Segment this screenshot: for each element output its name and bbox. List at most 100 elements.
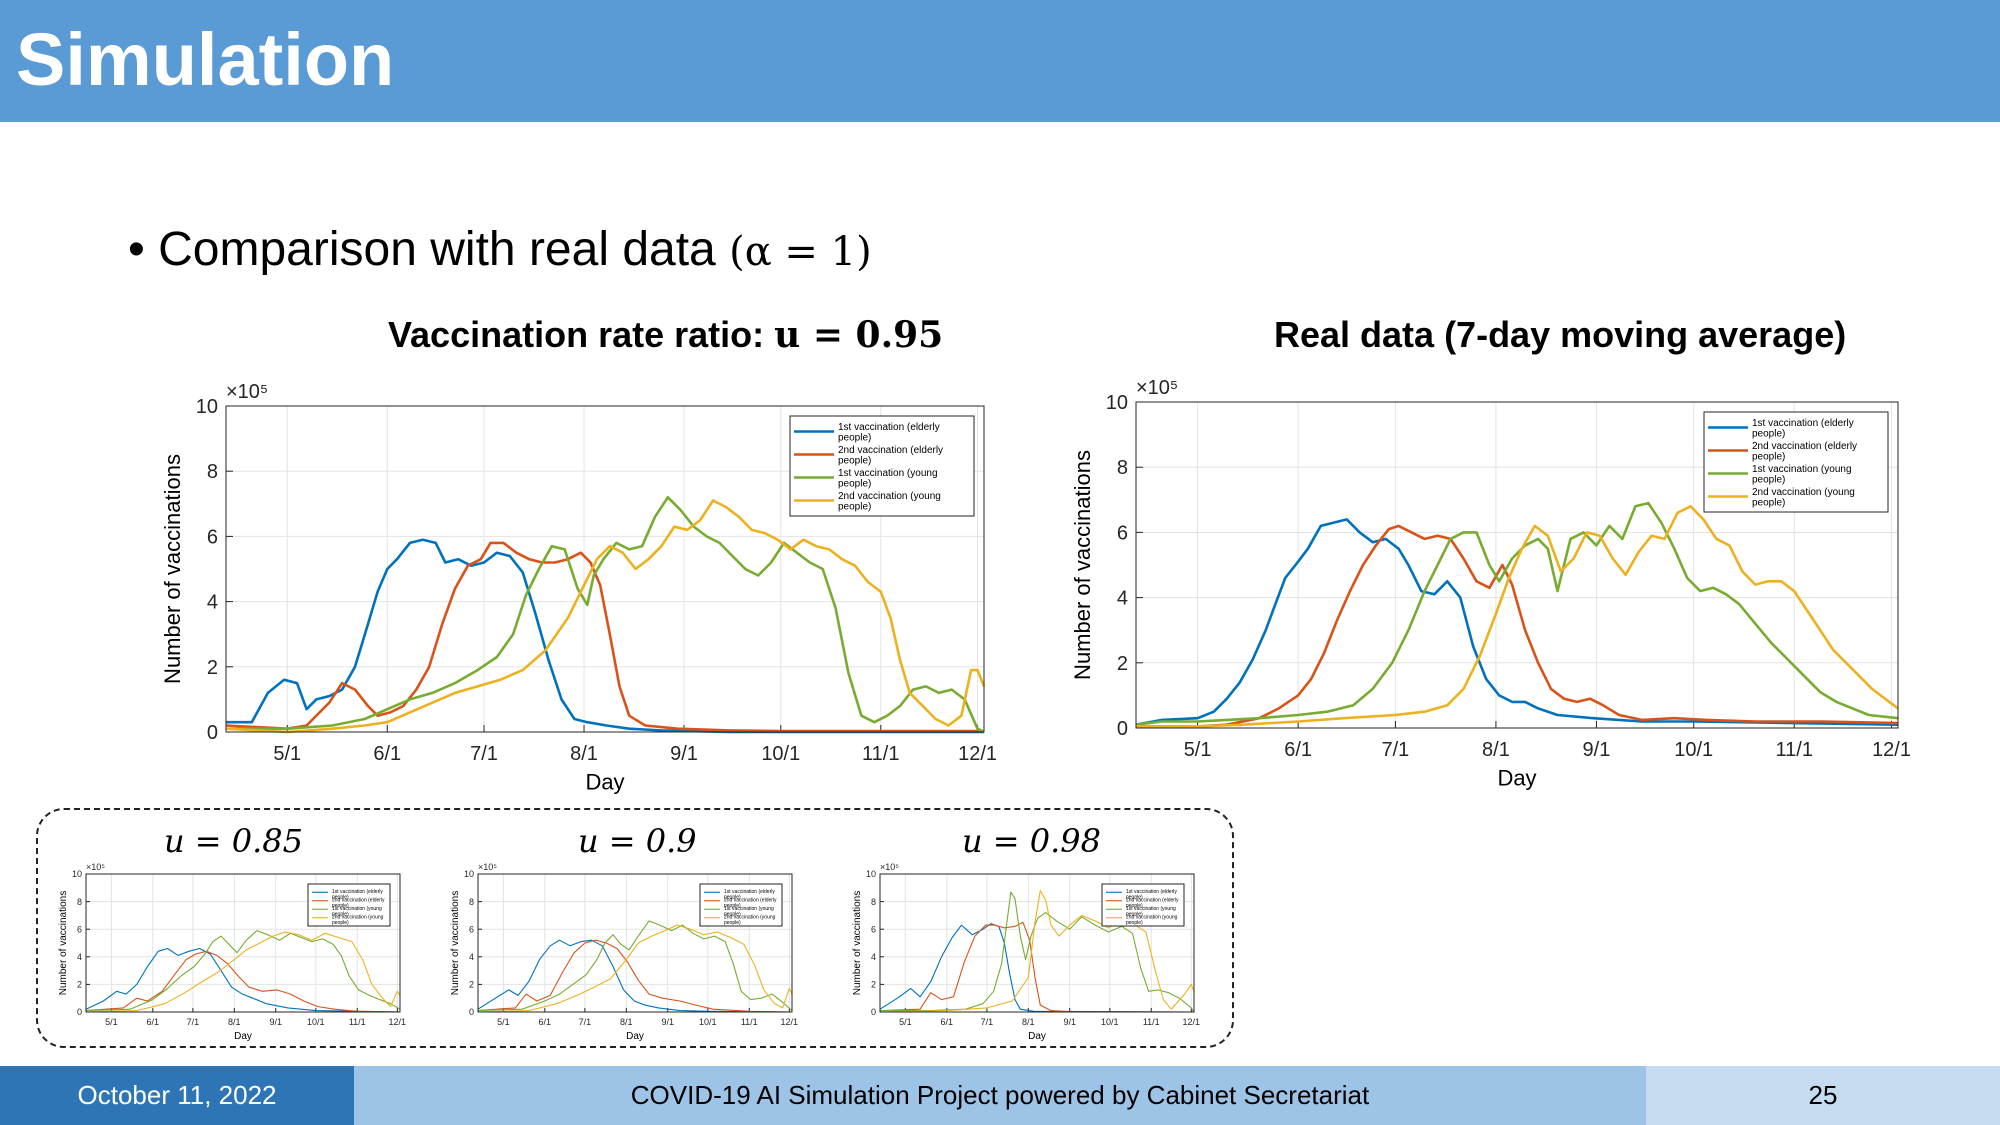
chart-title-sim-math: u = 0.95	[774, 314, 944, 356]
real-legend-entry-2: 1st vaccination (young people)	[1752, 464, 1852, 486]
s085-series-line-3	[85, 931, 401, 1013]
s085-ytick-label-3: 6	[77, 924, 82, 934]
sim-xtick-label-5: 10/1	[761, 743, 800, 765]
s085-xtick-label-0: 5/1	[105, 1017, 118, 1027]
s085-xtick-label-6: 11/1	[349, 1017, 366, 1027]
s098-xtick-label-3: 8/1	[1022, 1017, 1035, 1027]
s09-xtick-label-3: 8/1	[620, 1017, 633, 1027]
s098-series-line-0	[879, 923, 1195, 1013]
chart-sim: 5/1 6/1 7/1 8/1 9/1 10/1 11/1 12/1 0 2 4 6 8 10 ×10⁵ Da…	[160, 381, 997, 795]
bullet-math: (α = 1)	[729, 229, 872, 275]
s098-xtick-label-1: 6/1	[941, 1017, 954, 1027]
s09-xtick-label-0: 5/1	[497, 1017, 510, 1027]
bullet-text: Comparison with real data	[158, 223, 716, 276]
sim-y-exponent: ×10⁵	[226, 381, 268, 403]
real-ytick-label-4: 8	[1117, 457, 1128, 479]
s098-ylabel: Number of vaccinations	[852, 891, 863, 996]
chart-small-098: 5/1 6/1 7/1 8/1 9/1 10/1 11/1 12/1 0 2 4 6 8 10 ×10⁵ Da…	[852, 862, 1200, 1042]
bullet-point: • Comparison with real data (α = 1)	[128, 222, 872, 280]
s098-legend-entry-1: 2nd vaccination (elderly people)	[1126, 898, 1179, 909]
s09-xtick-label-4: 9/1	[661, 1017, 674, 1027]
s09-ytick-label-3: 6	[469, 924, 474, 934]
sim-legend-entry-2: 1st vaccination (young people)	[838, 468, 938, 490]
s09-legend-entry-2: 1st vaccination (young people)	[724, 906, 774, 917]
s085-legend-entry-1: 2nd vaccination (elderly people)	[332, 898, 385, 909]
chart-title-sim: Vaccination rate ratio: u = 0.95	[388, 314, 943, 356]
s098-legend-entry-0: 1st vaccination (elderly people)	[1126, 889, 1177, 900]
s09-ytick-label-5: 10	[464, 869, 474, 879]
sim-axes-box	[225, 405, 985, 733]
s085-axes-box	[85, 873, 401, 1013]
s085-xtick-label-2: 7/1	[187, 1017, 200, 1027]
s09-xtick-label-5: 10/1	[699, 1017, 717, 1027]
chart-real: 5/1 6/1 7/1 8/1 9/1 10/1 11/1 12/1 0 2 4 6 8 10 ×10⁵ Da…	[1070, 377, 1911, 791]
sim-series-line-1	[225, 541, 984, 733]
s098-xlabel: Day	[1028, 1031, 1046, 1042]
real-xtick-label-7: 12/1	[1872, 739, 1911, 761]
sim-series-line-2	[226, 496, 985, 734]
real-series-line-2	[1135, 501, 1899, 726]
sim-xtick-label-3: 8/1	[570, 743, 598, 765]
s085-legend-entry-2: 1st vaccination (young people)	[332, 906, 382, 917]
s098-y-exponent: ×10⁵	[880, 862, 899, 872]
real-xlabel: Day	[1497, 766, 1536, 791]
small-title-085: u = 0.85	[164, 822, 304, 860]
s098-ytick-label-4: 8	[871, 897, 876, 907]
sim-xtick-label-6: 11/1	[862, 743, 899, 765]
s09-legend-entry-0: 1st vaccination (elderly people)	[724, 889, 775, 900]
chart-small-085: 5/1 6/1 7/1 8/1 9/1 10/1 11/1 12/1 0 2 4 6 8 10 ×10⁵ Da…	[58, 862, 407, 1042]
s09-series-line-2	[477, 920, 793, 1012]
s085-legend-box	[307, 883, 391, 927]
real-series-line-3	[1136, 505, 1899, 728]
s085-series-line-2	[85, 930, 401, 1012]
s09-ytick-label-2: 4	[469, 952, 474, 962]
real-ytick-label-1: 2	[1117, 653, 1128, 675]
s098-xtick-label-0: 5/1	[899, 1017, 912, 1027]
s098-legend-entry-3: 2nd vaccination (young people)	[1126, 915, 1178, 926]
s098-ytick-label-3: 6	[871, 924, 876, 934]
alternatives-panel	[36, 808, 1234, 1048]
s09-ytick-label-1: 2	[469, 980, 474, 990]
s09-legend-box	[699, 883, 783, 927]
s085-xtick-label-1: 6/1	[147, 1017, 160, 1027]
page-number: 25	[1646, 1066, 2000, 1125]
s085-y-exponent: ×10⁵	[86, 862, 105, 872]
real-xtick-label-3: 8/1	[1482, 739, 1510, 761]
sim-ytick-label-3: 6	[207, 526, 218, 548]
s098-xtick-label-2: 7/1	[981, 1017, 994, 1027]
footer-date: October 11, 2022	[0, 1066, 354, 1125]
footer: October 11, 2022 COVID-19 AI Simulation …	[0, 1066, 2000, 1125]
s098-ytick-label-1: 2	[871, 980, 876, 990]
s085-series-line-1	[85, 950, 401, 1013]
sim-legend-entry-0: 1st vaccination (elderly people)	[838, 422, 940, 444]
real-ytick-label-3: 6	[1117, 522, 1128, 544]
s085-xtick-label-7: 12/1	[389, 1017, 407, 1027]
chart-title-sim-prefix: Vaccination rate ratio:	[388, 314, 775, 355]
real-ytick-label-2: 4	[1117, 588, 1128, 610]
s085-legend-entry-3: 2nd vaccination (young people)	[332, 915, 384, 926]
s09-xtick-label-2: 7/1	[579, 1017, 592, 1027]
s098-ytick-label-2: 4	[871, 952, 876, 962]
s085-xtick-label-4: 9/1	[269, 1017, 282, 1027]
real-xtick-label-6: 11/1	[1776, 739, 1813, 761]
sim-xtick-label-7: 12/1	[958, 743, 997, 765]
sim-xtick-label-4: 9/1	[670, 743, 698, 765]
chart-small-09: 5/1 6/1 7/1 8/1 9/1 10/1 11/1 12/1 0 2 4 6 8 10 ×10⁵ Da…	[450, 862, 798, 1042]
real-series-line-0	[1135, 518, 1899, 726]
sim-ytick-label-1: 2	[207, 657, 218, 679]
s098-series-line-1	[879, 921, 1195, 1013]
s09-xlabel: Day	[626, 1031, 644, 1042]
sim-series-line-0	[226, 538, 984, 734]
s085-ylabel: Number of vaccinations	[58, 891, 69, 996]
sim-ytick-label-0: 0	[207, 722, 218, 744]
real-legend-entry-3: 2nd vaccination (young people)	[1752, 487, 1855, 509]
small-title-09: u = 0.9	[578, 822, 697, 860]
real-legend-entry-0: 1st vaccination (elderly people)	[1752, 418, 1854, 440]
s098-axes-box	[879, 873, 1195, 1013]
s085-ytick-label-5: 10	[72, 869, 82, 879]
s085-ytick-label-1: 2	[77, 980, 82, 990]
real-ytick-label-5: 10	[1106, 392, 1128, 414]
s098-legend-entry-2: 1st vaccination (young people)	[1126, 906, 1176, 917]
s098-legend-box	[1101, 883, 1185, 927]
sim-xlabel: Day	[585, 770, 624, 795]
